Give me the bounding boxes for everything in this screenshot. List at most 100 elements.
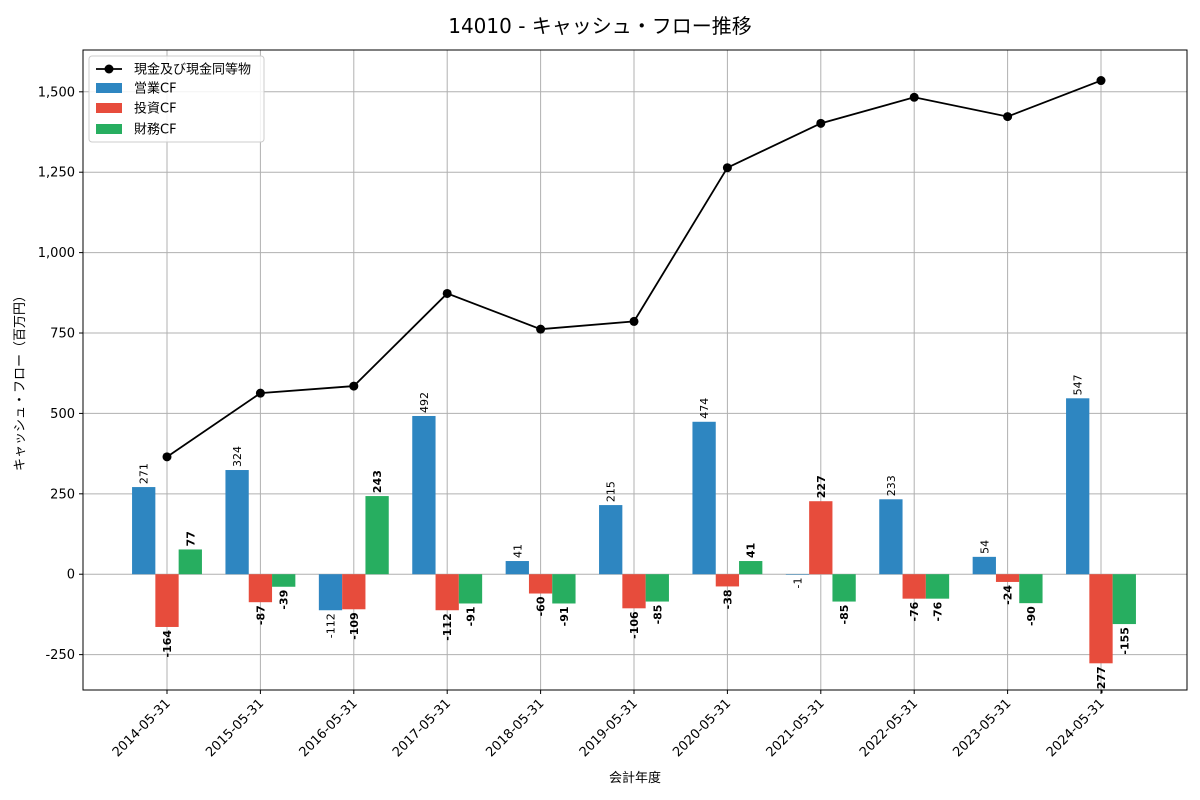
- cash-line-point: [1096, 76, 1106, 86]
- legend-box: [88, 55, 265, 143]
- y-tick-label: 0: [67, 568, 75, 583]
- bar-data-label: -85: [651, 605, 664, 625]
- ticks-layer: -250 0 250 500 750 1,000 1,250 1,500 2014-05-31 2…: [38, 85, 1108, 760]
- bar-data-label: 474: [698, 398, 711, 419]
- x-tick-label: 2018-05-31: [483, 696, 547, 760]
- bar: [155, 574, 179, 627]
- x-tick-label: 2017-05-31: [390, 696, 454, 760]
- bar-data-label: -76: [932, 601, 945, 621]
- bar-data-label: 233: [885, 475, 898, 496]
- bar-data-label: 492: [418, 392, 431, 413]
- bar: [1089, 574, 1113, 664]
- bar: [458, 574, 483, 604]
- bar-data-label: 41: [511, 544, 524, 558]
- bar: [552, 574, 576, 604]
- cash-line-point: [1003, 112, 1013, 122]
- bar-data-label: -1: [792, 578, 805, 589]
- bar-data-label: -90: [1025, 606, 1038, 626]
- bar: [318, 574, 343, 611]
- bar: [272, 574, 296, 587]
- bar: [225, 470, 249, 575]
- bar-data-label: -106: [628, 611, 641, 639]
- bar: [505, 561, 529, 575]
- bar: [622, 574, 646, 609]
- bar: [132, 487, 156, 575]
- bar: [739, 561, 763, 575]
- bar: [925, 574, 950, 599]
- bar: [1112, 574, 1136, 625]
- x-tick-label: 2022-05-31: [857, 696, 921, 760]
- bar-data-label: -60: [535, 596, 548, 616]
- bar-data-label: 271: [138, 463, 151, 484]
- bar-data-label: 227: [815, 475, 828, 498]
- legend-label: 営業CF: [134, 81, 177, 97]
- x-tick-label: 2020-05-31: [670, 696, 734, 760]
- bar-data-label: -87: [254, 605, 267, 625]
- bar-data-label: -109: [348, 612, 361, 640]
- bars-layer: [132, 398, 1136, 664]
- bar-data-label: -38: [721, 589, 734, 609]
- bar-data-label: 77: [184, 531, 197, 546]
- bar: [1066, 398, 1090, 575]
- bar: [1019, 574, 1043, 604]
- chart-title: 14010 - キャッシュ・フロー推移: [448, 14, 752, 38]
- bar: [715, 574, 740, 587]
- line-layer: [162, 76, 1106, 462]
- x-tick-label: 2023-05-31: [950, 696, 1014, 760]
- legend-bar-swatch: [96, 124, 122, 134]
- bar: [342, 574, 366, 610]
- y-tick-label: -250: [45, 648, 75, 663]
- bar-data-label: -164: [161, 630, 174, 658]
- legend-bar-swatch: [96, 83, 122, 93]
- bar: [995, 574, 1020, 582]
- legend-label: 投資CF: [134, 101, 177, 117]
- bar: [809, 501, 833, 575]
- bar: [178, 549, 202, 575]
- x-tick-label: 2019-05-31: [577, 696, 641, 760]
- bar: [365, 496, 389, 575]
- bar-data-label: 547: [1072, 374, 1085, 395]
- bar-data-label: -85: [838, 605, 851, 625]
- bar-data-label: -91: [558, 606, 571, 626]
- y-tick-label: 1,250: [38, 166, 75, 181]
- bar: [599, 505, 623, 575]
- y-tick-label: 1,500: [38, 85, 75, 100]
- data-labels-layer: 271 324 -112 492 41 215 474 -1 233 54 547 -164 -87 -1…: [138, 374, 1132, 694]
- bar-data-label: -155: [1118, 627, 1131, 655]
- legend-label: 現金及び現金同等物: [134, 62, 251, 78]
- bar: [972, 556, 996, 575]
- bar-data-label: -112: [441, 613, 454, 641]
- x-axis-label: 会計年度: [609, 770, 661, 786]
- legend-line-marker: [104, 64, 114, 74]
- y-tick-label: 750: [50, 327, 75, 342]
- legend-bar-swatch: [96, 103, 122, 113]
- x-tick-label: 2014-05-31: [110, 696, 174, 760]
- plot-frame: [82, 49, 1188, 691]
- bar: [785, 574, 810, 575]
- bar: [902, 574, 926, 599]
- y-axis-label: キャッシュ・フロー（百万円）: [13, 289, 28, 471]
- cash-line-point: [629, 316, 639, 326]
- bar: [248, 574, 273, 603]
- bar-data-label: -76: [908, 601, 921, 621]
- cash-line-point: [349, 381, 359, 391]
- bar-data-label: -91: [465, 606, 478, 626]
- legend-label: 財務CF: [134, 123, 177, 138]
- cash-line-point: [536, 324, 546, 334]
- bar-data-label: 324: [231, 446, 244, 467]
- bar-data-label: 243: [371, 470, 384, 493]
- x-tick-label: 2015-05-31: [203, 696, 267, 760]
- x-tick-label: 2016-05-31: [297, 696, 361, 760]
- y-tick-label: 250: [50, 487, 75, 502]
- bar: [435, 574, 459, 611]
- cash-line-point: [162, 452, 172, 462]
- bar-data-label: 215: [605, 481, 618, 502]
- cash-line-point: [722, 163, 732, 173]
- bar: [645, 574, 669, 602]
- bar-data-label: -39: [278, 590, 291, 610]
- y-tick-label: 1,000: [38, 246, 75, 261]
- bar: [879, 499, 903, 575]
- bar-data-label: -24: [1002, 585, 1015, 605]
